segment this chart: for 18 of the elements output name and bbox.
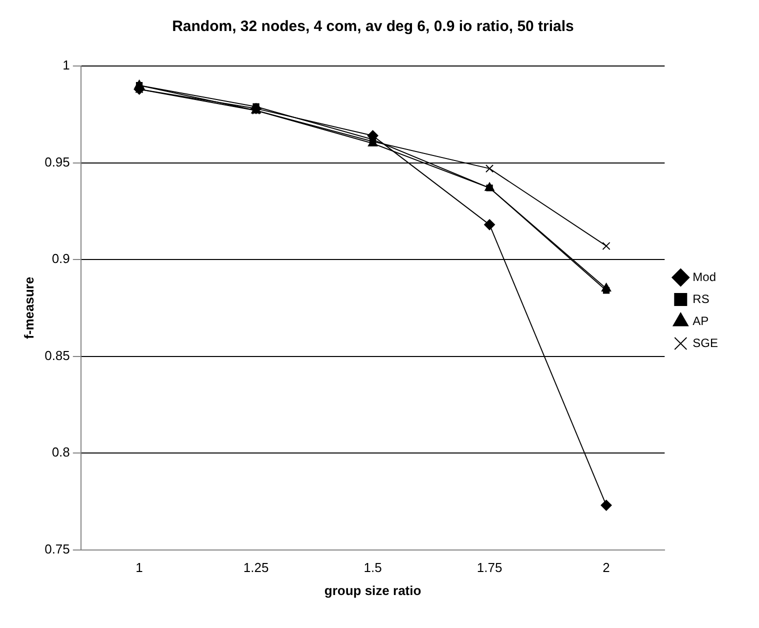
- legend-label: AP: [692, 314, 709, 328]
- legend-label: Mod: [692, 270, 716, 284]
- y-tick-label: 0.95: [44, 154, 70, 170]
- x-tick-label: 2: [602, 560, 610, 576]
- legend-label: SGE: [692, 336, 718, 350]
- chart-title: Random, 32 nodes, 4 com, av deg 6, 0.9 io ratio, 50 trials: [172, 18, 574, 36]
- y-tick-label: 0.9: [52, 251, 70, 266]
- x-tick-label: 1: [136, 560, 143, 576]
- x-tick-label: 1.5: [364, 560, 382, 576]
- y-tick-label: 0.85: [44, 348, 70, 363]
- y-tick-label: 0.75: [44, 541, 70, 556]
- y-tick-label: 0.8: [52, 444, 70, 460]
- x-tick-label: 1.75: [476, 560, 502, 576]
- x-tick-label: 1.25: [243, 560, 269, 576]
- y-axis-title: f-measure: [21, 276, 36, 339]
- legend-label: RS: [692, 292, 710, 306]
- x-axis-title: group size ratio: [324, 582, 422, 598]
- y-tick-label: 1: [62, 58, 70, 73]
